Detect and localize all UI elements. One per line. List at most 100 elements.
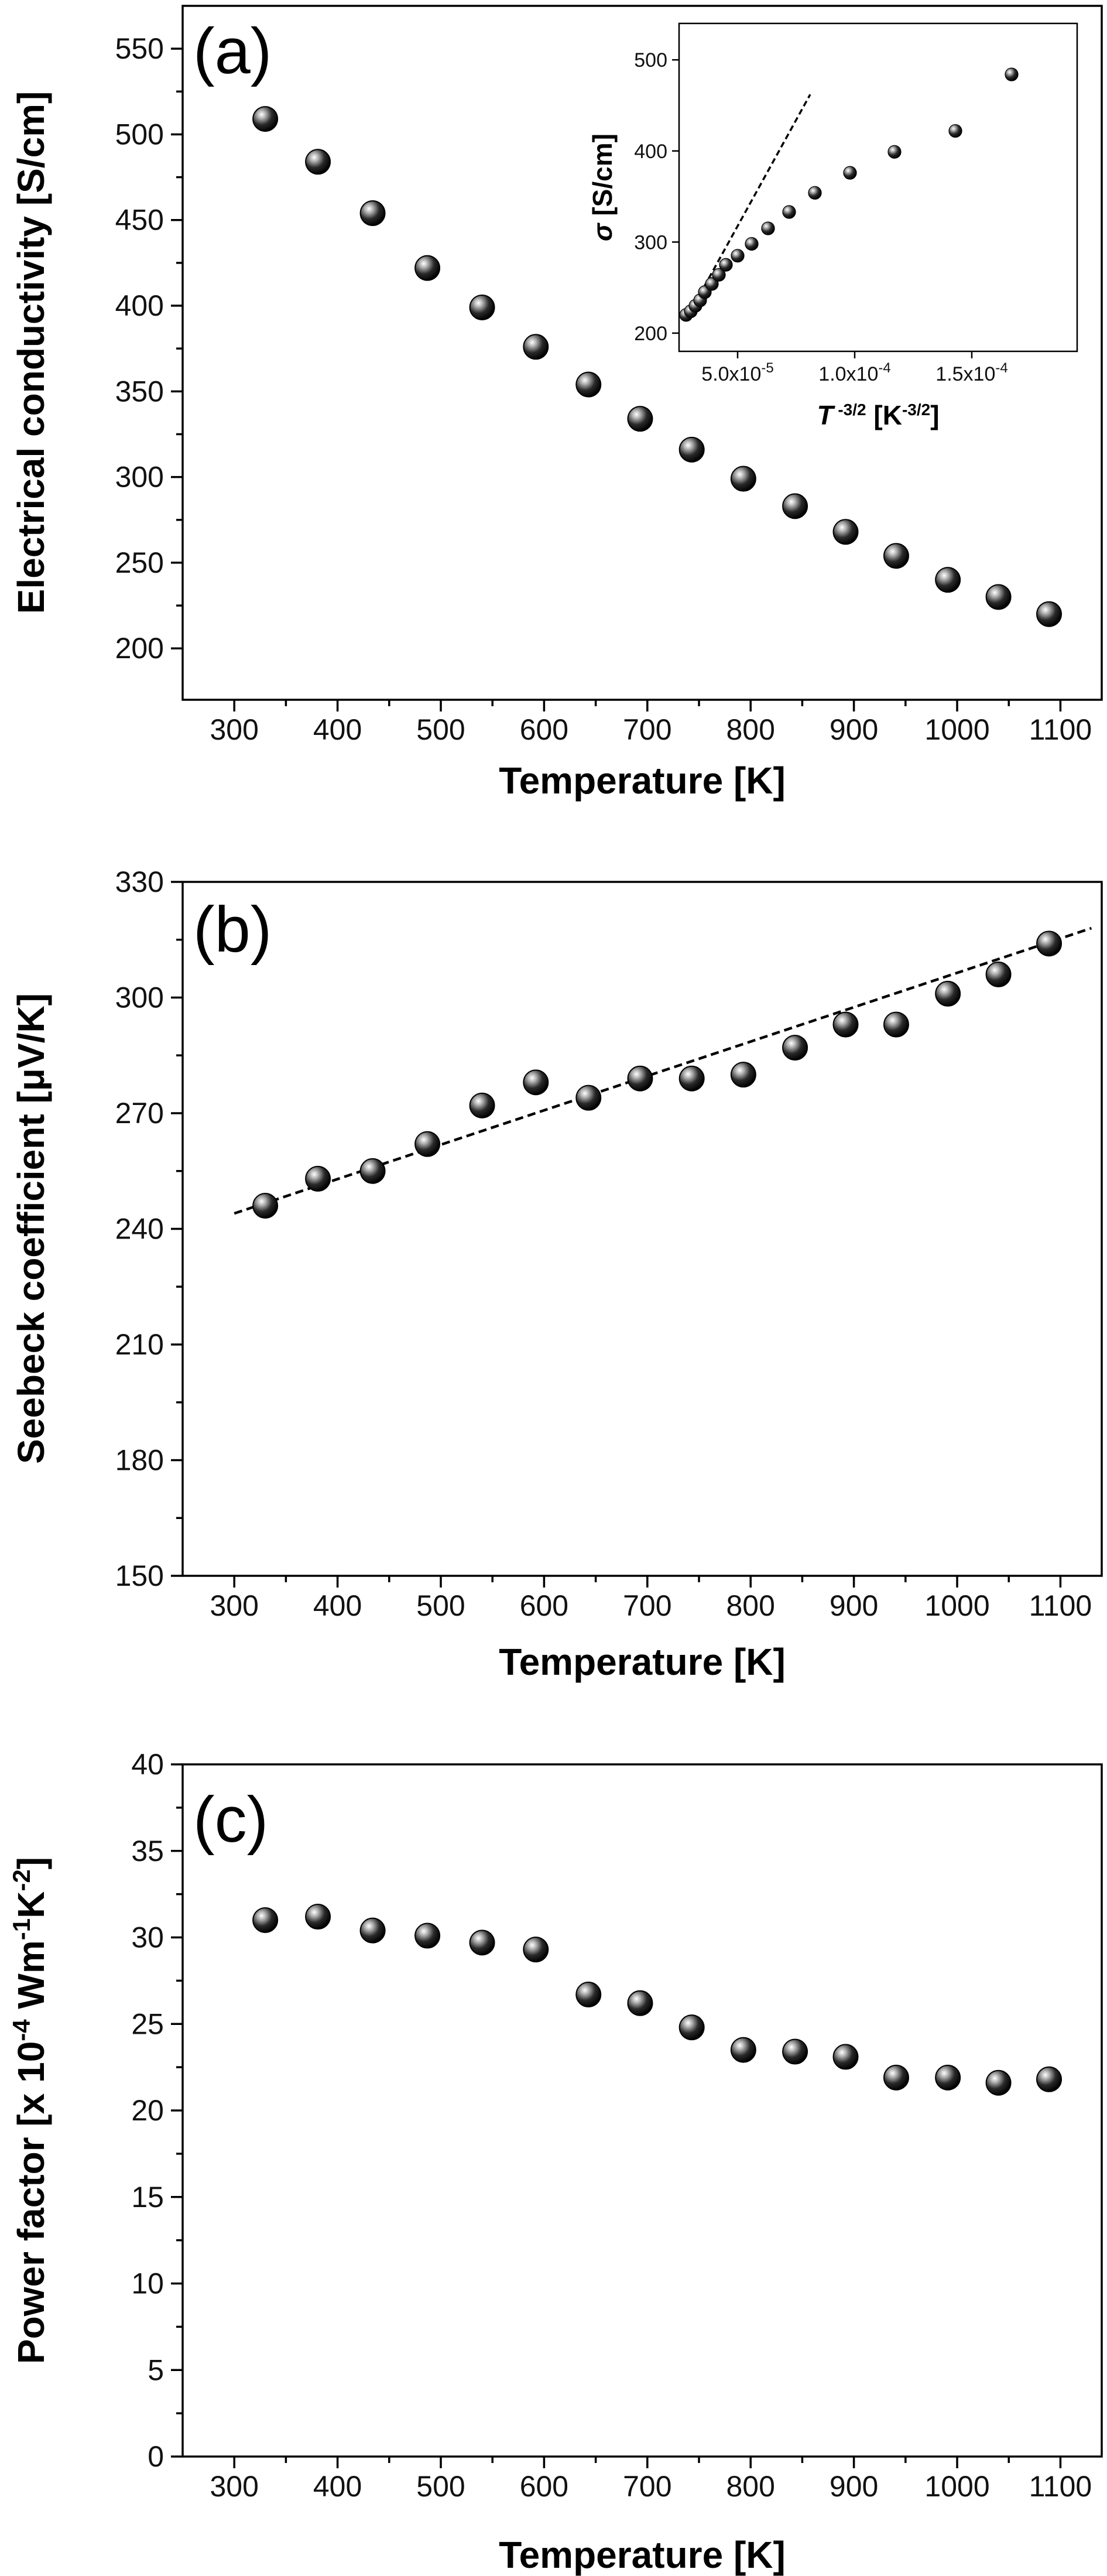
panel-b-plot-frame <box>181 881 1103 1577</box>
x-tick-label: 600 <box>520 1589 568 1622</box>
data-point <box>730 2037 756 2063</box>
x-tick-label: 700 <box>623 1589 671 1622</box>
panel-b-x-axis-title: Temperature [K] <box>499 1641 786 1683</box>
y-tick-label: 35 <box>131 1835 164 1867</box>
y-tick-label: 550 <box>115 32 164 65</box>
inset-data-point <box>761 221 775 235</box>
y-tick-label: 150 <box>115 1559 164 1592</box>
x-tick-label: 400 <box>313 713 362 746</box>
x-tick-label: 500 <box>416 1589 465 1622</box>
x-tick-label: 700 <box>623 2470 671 2503</box>
data-point <box>935 2064 961 2091</box>
inset-data-point <box>745 237 759 251</box>
inset-data-point <box>719 258 733 272</box>
x-tick-label: 1100 <box>1029 2470 1092 2503</box>
data-point <box>305 149 331 175</box>
y-tick-label: 30 <box>131 1921 164 1954</box>
data-point <box>414 1922 441 1949</box>
x-tick-label: 800 <box>726 1589 775 1622</box>
x-tick-label: 1100 <box>1029 1589 1092 1622</box>
data-point <box>935 567 961 593</box>
data-point <box>883 543 909 569</box>
inset-x-tick-label: 5.0x10-5 <box>701 360 773 385</box>
panel-c-ticks: 300 400 500 600 700 800 900 1000 1100 0 5 10 15 20 25 3… <box>131 1748 1092 2503</box>
y-tick-label: 300 <box>115 981 164 1014</box>
linear-fit-line <box>234 926 1092 1215</box>
data-point <box>627 1065 653 1092</box>
inset-data-point <box>1005 67 1019 81</box>
data-point <box>782 1035 808 1061</box>
y-tick-label: 330 <box>115 865 164 898</box>
panel-c-x-axis-title: Temperature [K] <box>499 2534 786 2576</box>
inset-data-point <box>887 145 902 159</box>
inset-y-axis-title: σ [S/cm] <box>587 134 618 241</box>
data-point <box>782 2038 808 2065</box>
panel-a: 300 400 500 600 700 800 900 1000 1100 200 250 300 35… <box>10 5 1103 802</box>
inset-y-tick-label: 300 <box>634 231 667 254</box>
inset-y-tick-label: 200 <box>634 323 667 345</box>
inset-points <box>679 67 1019 322</box>
data-point <box>1036 930 1063 957</box>
panel-c-points <box>252 1904 1063 2096</box>
data-point <box>252 1907 279 1933</box>
x-tick-label: 800 <box>726 713 775 746</box>
y-tick-label: 5 <box>148 2353 164 2386</box>
y-tick-label: 200 <box>115 632 164 665</box>
data-point <box>730 466 756 492</box>
data-point <box>575 1982 602 2008</box>
data-point <box>678 1065 705 1092</box>
x-tick-label: 300 <box>210 2470 258 2503</box>
x-tick-label: 800 <box>726 2470 775 2503</box>
x-tick-label: 900 <box>830 713 878 746</box>
data-point <box>832 2044 859 2070</box>
data-point <box>414 255 441 281</box>
data-point <box>678 436 705 463</box>
panel-b-tag: (b) <box>193 894 272 966</box>
y-tick-label: 210 <box>115 1328 164 1361</box>
data-point <box>678 2014 705 2041</box>
panel-a-points <box>252 106 1063 627</box>
panel-c-plot-frame <box>181 1763 1103 2458</box>
data-point <box>252 1193 279 1219</box>
data-point <box>359 1158 386 1184</box>
inset-data-point <box>705 277 719 291</box>
data-point <box>985 962 1012 987</box>
panel-a-y-axis-title: Electrical conductivity [S/cm] <box>10 91 52 614</box>
x-tick-label: 300 <box>210 713 258 746</box>
data-point <box>575 371 602 398</box>
data-point <box>883 1011 909 1038</box>
data-point <box>305 1904 331 1930</box>
data-point <box>575 1085 602 1111</box>
data-point <box>523 1069 549 1096</box>
data-point <box>523 334 549 360</box>
data-point <box>985 584 1012 610</box>
x-tick-label: 1000 <box>924 1589 989 1622</box>
x-tick-label: 300 <box>210 1589 258 1622</box>
y-tick-label: 20 <box>131 2094 164 2127</box>
inset-x-tick-label: 1.0x10-4 <box>818 360 890 385</box>
panel-c: 300 400 500 600 700 800 900 1000 1100 0 5 10 15 20 25 3… <box>8 1748 1103 2576</box>
inset-data-point <box>782 205 796 219</box>
y-tick-label: 240 <box>115 1213 164 1246</box>
panel-b: 300 400 500 600 700 800 900 1000 1100 150 180 210 24… <box>10 865 1103 1683</box>
x-tick-label: 900 <box>830 1589 878 1622</box>
panel-b-points <box>252 930 1063 1219</box>
data-point <box>305 1165 331 1192</box>
panel-b-ticks: 300 400 500 600 700 800 900 1000 1100 150 180 210 24… <box>115 865 1092 1622</box>
inset-y-tick-label: 500 <box>634 49 667 71</box>
panel-a-inset: 5.0x10-5 1.0x10-4 1.5x10-4 200 300 400 500 T -… <box>587 22 1078 430</box>
y-tick-label: 15 <box>131 2181 164 2214</box>
data-point <box>832 519 859 545</box>
y-tick-label: 350 <box>115 375 164 408</box>
data-point <box>523 1937 549 1963</box>
data-point <box>469 1930 495 1956</box>
x-tick-label: 700 <box>623 713 671 746</box>
x-tick-label: 600 <box>520 713 568 746</box>
x-tick-label: 500 <box>416 2470 465 2503</box>
inset-x-axis-title: T -3/2 [K-3/2] <box>817 400 939 430</box>
panel-b-fit <box>234 926 1092 1215</box>
data-point <box>1036 601 1063 627</box>
y-tick-label: 25 <box>131 2007 164 2040</box>
y-tick-label: 500 <box>115 118 164 150</box>
